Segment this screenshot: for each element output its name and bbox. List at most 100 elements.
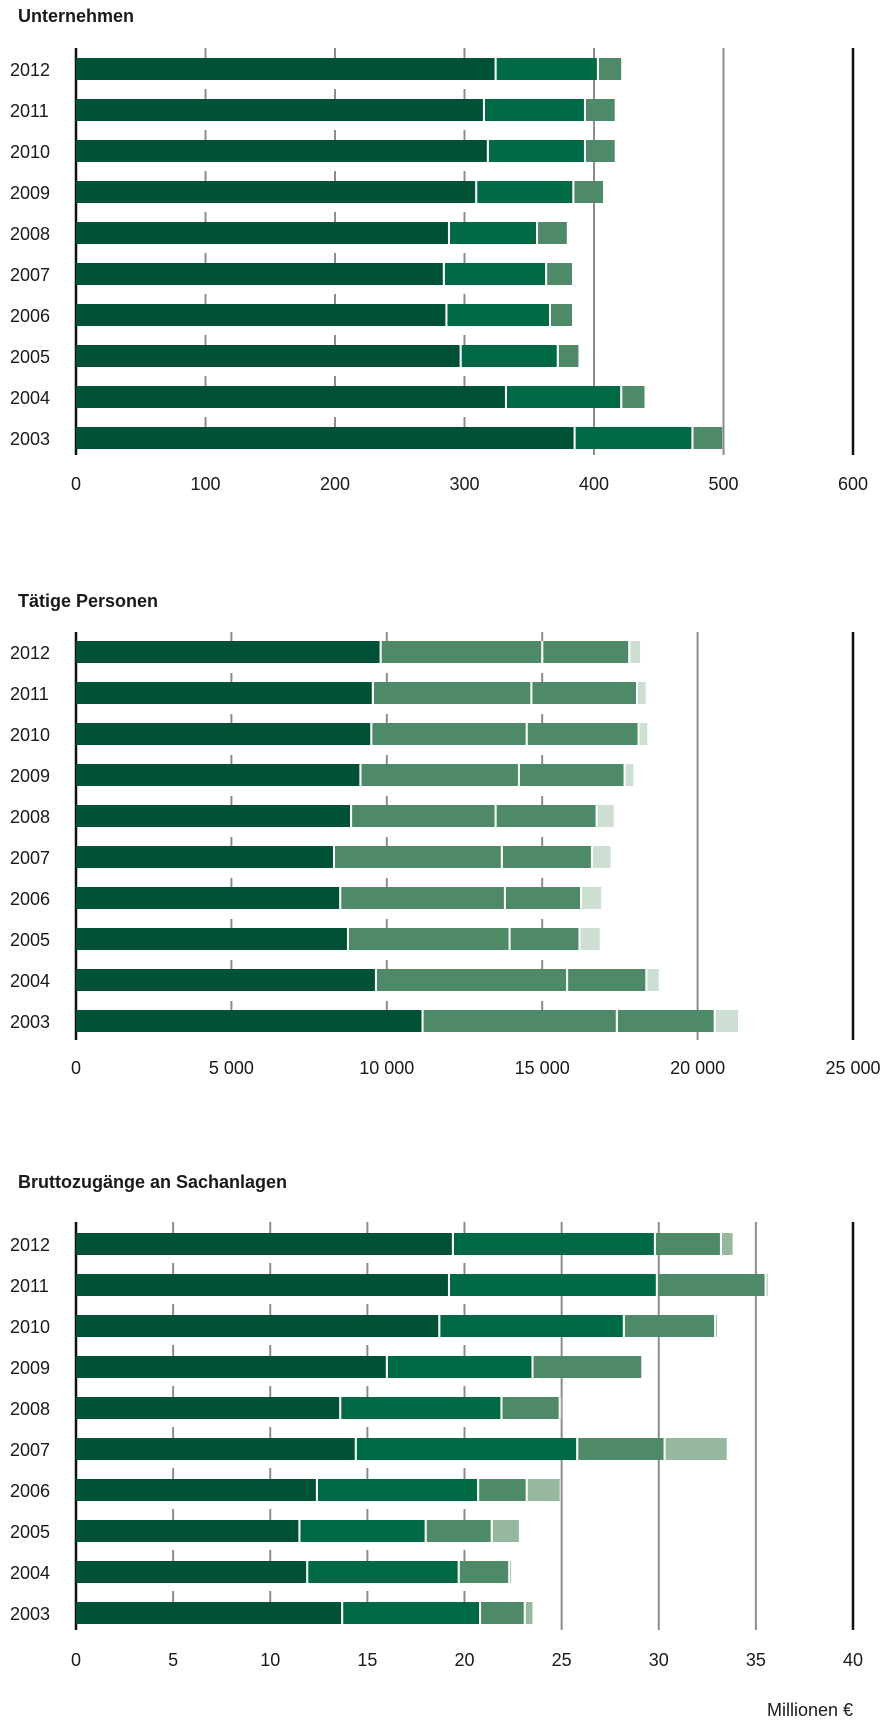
chart-1: Unternehmen 0 100 200 300 400 500 600 2012 2011 20… xyxy=(10,6,868,494)
bar-segment xyxy=(361,764,519,786)
x-tick-label: 20 xyxy=(454,1650,474,1670)
y-category-label: 2007 xyxy=(10,265,50,285)
chart-title: Tätige Personen xyxy=(18,591,158,611)
chart-3: Bruttozugänge an Sachanlagen 0 5 10 15 20 25 30… xyxy=(10,1172,863,1670)
bar-segment xyxy=(76,58,496,80)
y-category-label: 2006 xyxy=(10,889,50,909)
y-category-label: 2009 xyxy=(10,766,50,786)
bar-segment xyxy=(624,1315,716,1337)
bar-segment xyxy=(76,1479,317,1501)
bar-segment xyxy=(510,1561,512,1583)
chart-2: Tätige Personen 0 5 000 10 000 15 000 20 000 2… xyxy=(10,591,881,1078)
bar-segment xyxy=(76,345,461,367)
bar-segment xyxy=(343,1602,481,1624)
bar-segment xyxy=(76,641,381,663)
bar-segment xyxy=(300,1520,426,1542)
y-category-label: 2011 xyxy=(10,684,49,704)
x-tick-label: 25 xyxy=(552,1650,572,1670)
chart-title: Unternehmen xyxy=(18,6,134,26)
bar-segment xyxy=(585,140,615,162)
y-category-label: 2003 xyxy=(10,429,50,449)
bar-segment xyxy=(76,386,506,408)
bar-segment xyxy=(598,58,622,80)
bar-segment xyxy=(527,723,639,745)
y-category-label: 2008 xyxy=(10,807,50,827)
bar-segment xyxy=(76,140,488,162)
y-category-label: 2009 xyxy=(10,183,50,203)
y-category-label: 2005 xyxy=(10,347,50,367)
bar-segment xyxy=(348,928,510,950)
y-category-label: 2004 xyxy=(10,971,50,991)
bar-segment xyxy=(76,1520,300,1542)
x-tick-label: 300 xyxy=(449,474,479,494)
bar-segment xyxy=(766,1274,768,1296)
bar-segment xyxy=(568,969,647,991)
y-category-label: 2007 xyxy=(10,848,50,868)
bar-segment xyxy=(76,805,352,827)
bar-segment xyxy=(423,1010,617,1032)
bar-segment xyxy=(597,805,614,827)
bar-segment xyxy=(543,641,630,663)
bar-segment xyxy=(444,263,547,285)
x-tick-label: 500 xyxy=(708,474,738,494)
x-tick-label: 30 xyxy=(649,1650,669,1670)
bar-segment xyxy=(647,969,659,991)
y-category-label: 2012 xyxy=(10,643,50,663)
y-category-label: 2011 xyxy=(10,101,49,121)
bar-segment xyxy=(440,1315,624,1337)
y-category-label: 2010 xyxy=(10,725,50,745)
y-category-label: 2008 xyxy=(10,1399,50,1419)
bar-segment xyxy=(519,764,625,786)
x-tick-label: 10 xyxy=(260,1650,280,1670)
bar-segment xyxy=(532,682,637,704)
bar-segment xyxy=(496,58,598,80)
bar-segment xyxy=(657,1274,766,1296)
y-category-label: 2005 xyxy=(10,930,50,950)
x-tick-label: 5 000 xyxy=(209,1058,254,1078)
bar-segment xyxy=(547,263,572,285)
y-category-label: 2007 xyxy=(10,1440,50,1460)
bar-segment xyxy=(578,1438,665,1460)
bar-segment xyxy=(76,1602,343,1624)
bar-segment xyxy=(76,887,341,909)
x-tick-label: 35 xyxy=(746,1650,766,1670)
bar-segment xyxy=(76,181,477,203)
bar-segment xyxy=(492,1520,519,1542)
y-category-label: 2012 xyxy=(10,60,50,80)
bar-segment xyxy=(334,846,502,868)
y-category-label: 2010 xyxy=(10,1317,50,1337)
bar-segment xyxy=(373,682,532,704)
bar-segment xyxy=(317,1479,479,1501)
y-category-label: 2004 xyxy=(10,1563,50,1583)
unit-label: Millionen € xyxy=(767,1700,853,1720)
bar-segment xyxy=(76,1356,387,1378)
bar-segment xyxy=(426,1520,492,1542)
x-tick-label: 10 000 xyxy=(359,1058,414,1078)
bar-segment xyxy=(76,1010,423,1032)
y-category-label: 2011 xyxy=(10,1276,49,1296)
bar-segment xyxy=(76,263,444,285)
bar-segment xyxy=(356,1438,578,1460)
bar-segment xyxy=(716,1315,718,1337)
bar-segment xyxy=(550,304,572,326)
bar-segment xyxy=(502,1397,560,1419)
bar-segment xyxy=(387,1356,533,1378)
bar-segment xyxy=(715,1010,739,1032)
bar-segment xyxy=(527,1479,560,1501)
bar-segment xyxy=(447,304,550,326)
x-tick-label: 15 xyxy=(357,1650,377,1670)
bar-segment xyxy=(505,887,582,909)
x-tick-label: 400 xyxy=(579,474,609,494)
bar-segment xyxy=(461,345,558,367)
y-category-label: 2010 xyxy=(10,142,50,162)
bar-segment xyxy=(538,222,567,244)
bar-segment xyxy=(76,1438,356,1460)
bar-segment xyxy=(693,427,723,449)
bar-segment xyxy=(622,386,645,408)
bar-segment xyxy=(630,641,641,663)
bar-segment xyxy=(76,304,447,326)
bar-segment xyxy=(341,1397,502,1419)
x-tick-label: 0 xyxy=(71,1058,81,1078)
